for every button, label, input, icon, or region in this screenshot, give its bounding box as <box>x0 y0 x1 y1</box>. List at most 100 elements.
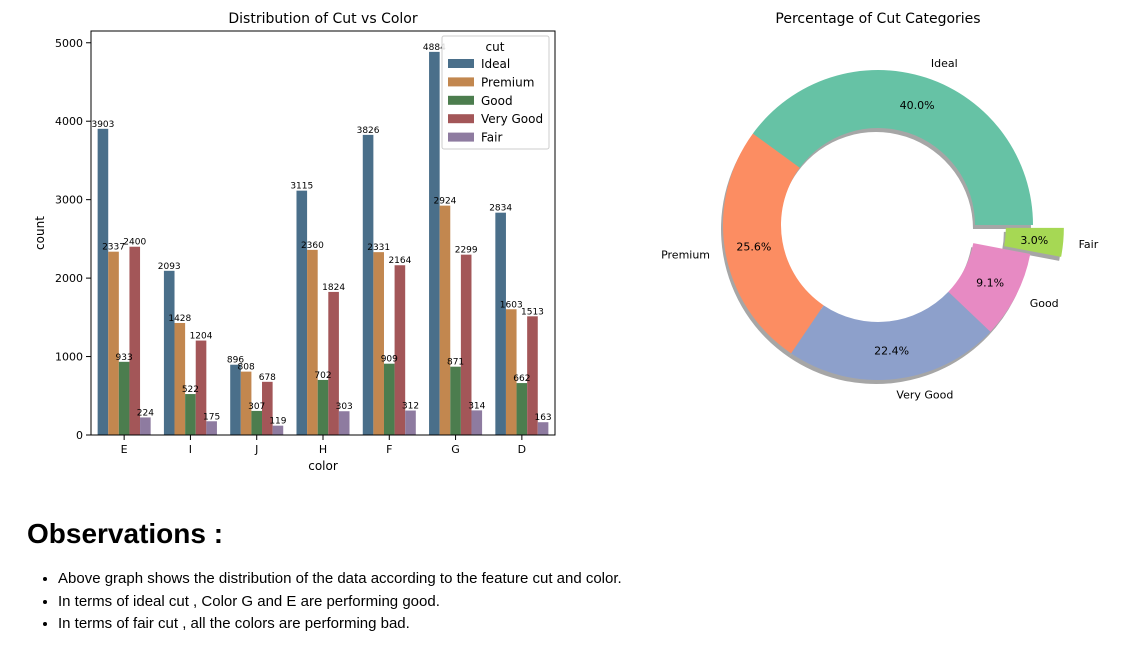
bar-data-label: 3903 <box>91 120 114 130</box>
x-tick-label: G <box>451 443 460 456</box>
legend-label: Ideal <box>481 57 510 71</box>
y-tick-label: 2000 <box>55 272 83 285</box>
legend-label: Fair <box>481 131 502 145</box>
bar-data-label: 896 <box>227 356 244 366</box>
bar-data-label: 1824 <box>322 283 345 293</box>
slice-category-label: Good <box>1030 297 1059 310</box>
bar-data-label: 224 <box>137 408 154 418</box>
bar-chart-y-axis: 0 1000 2000 3000 4000 5000 <box>55 37 91 442</box>
bar <box>505 309 517 435</box>
bar-data-label: 1603 <box>500 300 523 310</box>
bar-data-label: 3826 <box>357 126 380 136</box>
bar <box>527 316 538 435</box>
bar-data-label: 314 <box>468 401 485 411</box>
bar <box>307 249 318 435</box>
bar <box>317 379 329 435</box>
bar <box>163 270 175 435</box>
x-tick-label: H <box>319 443 327 456</box>
bar-data-label: 2400 <box>123 238 146 248</box>
y-tick-label: 5000 <box>55 37 83 50</box>
bar-chart-legend: cut Ideal Premium Good Very Good Fair <box>441 35 550 150</box>
y-tick-label: 1000 <box>55 351 83 364</box>
bar-data-label: 1513 <box>521 307 544 317</box>
bar-data-label: 303 <box>336 402 353 412</box>
observation-item: In terms of ideal cut , Color G and E ar… <box>58 591 622 614</box>
bar <box>373 252 384 435</box>
donut-slice <box>791 291 991 380</box>
bar-data-label: 4884 <box>423 43 446 53</box>
bar-data-label: 909 <box>381 355 398 365</box>
bar-data-label: 2337 <box>102 243 125 253</box>
bar <box>405 410 416 435</box>
bar <box>537 422 549 435</box>
slice-category-label: Ideal <box>931 57 958 70</box>
bar-chart-y-axis-label: count <box>33 216 47 250</box>
legend-label: Very Good <box>481 112 543 126</box>
observations-list: Above graph shows the distribution of th… <box>30 568 622 636</box>
legend-label: Premium <box>481 75 534 89</box>
donut-slice <box>752 70 1033 225</box>
bar-data-label: 3115 <box>290 182 313 192</box>
bar-data-label: 808 <box>238 363 255 373</box>
bar-data-label: 2093 <box>158 262 181 272</box>
bar-chart-data-labels: 3903 2093 896 3115 3826 4884 2834 2337 1428 808 23… <box>91 43 551 427</box>
observations-heading: Observations : <box>27 518 224 549</box>
bar-data-label: 2331 <box>367 243 390 253</box>
bar-chart-bars <box>97 51 549 436</box>
bar <box>394 265 406 435</box>
bar <box>272 425 284 435</box>
bar <box>450 366 461 435</box>
x-tick-label: I <box>189 443 192 456</box>
donut-slice <box>723 133 824 354</box>
bar-chart-plot-frame <box>90 30 556 436</box>
x-tick-label: J <box>254 443 258 456</box>
y-tick-label: 3000 <box>55 194 83 207</box>
bar-data-label: 2924 <box>434 197 457 207</box>
bar <box>118 361 130 435</box>
bar-data-label: 175 <box>203 412 220 422</box>
legend-swatch <box>448 77 474 87</box>
bar <box>206 421 217 435</box>
bar <box>140 417 151 435</box>
bar-data-label: 312 <box>402 402 419 412</box>
bar <box>97 128 109 435</box>
observation-item: In terms of fair cut , all the colors ar… <box>58 613 622 636</box>
bar <box>195 340 207 435</box>
legend-label: Good <box>481 94 513 108</box>
bar <box>516 383 528 435</box>
donut-labels: 40.0% Ideal 25.6% Premium 22.4% Very Good 9.1%… <box>661 57 1099 402</box>
bar-data-label: 702 <box>314 371 331 381</box>
bar <box>174 322 186 435</box>
bar <box>108 251 119 435</box>
pie-chart-title: Percentage of Cut Categories <box>775 11 980 27</box>
legend-swatch <box>448 95 474 105</box>
slice-percent-label: 22.4% <box>874 344 909 357</box>
slice-category-label: Premium <box>661 248 710 261</box>
legend-swatch <box>448 132 474 142</box>
bar-data-label: 933 <box>116 353 133 363</box>
bar <box>383 363 395 435</box>
bar <box>296 190 308 435</box>
observation-item: Above graph shows the distribution of th… <box>58 568 622 591</box>
bar-data-label: 2299 <box>455 246 478 256</box>
bar <box>251 410 263 435</box>
bar-data-label: 522 <box>182 385 199 395</box>
bar-data-label: 1428 <box>168 314 191 324</box>
bar-data-label: 163 <box>534 413 551 423</box>
bar <box>240 371 252 435</box>
cut-percentage-donut-chart: Percentage of Cut Categories 40.0% Ideal 2… <box>661 11 1099 402</box>
x-tick-label: E <box>121 443 128 456</box>
cut-vs-color-bar-chart: Distribution of Cut vs Color 0 1000 2000 30… <box>33 11 556 473</box>
slice-percent-label: 40.0% <box>900 99 935 112</box>
slice-percent-label: 9.1% <box>976 277 1004 290</box>
donut-slices <box>723 70 1064 380</box>
donut-slice <box>1004 227 1064 257</box>
bar-data-label: 307 <box>248 402 265 412</box>
y-tick-label: 4000 <box>55 115 83 128</box>
bar <box>471 410 483 435</box>
bar <box>338 411 350 435</box>
x-tick-label: F <box>386 443 392 456</box>
bar <box>439 205 451 435</box>
bar <box>230 364 241 435</box>
